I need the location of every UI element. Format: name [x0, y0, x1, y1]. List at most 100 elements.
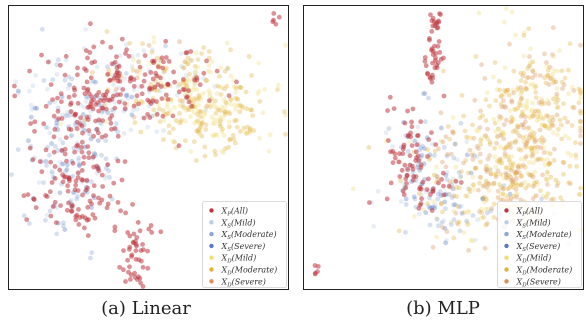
scatter-point: [463, 158, 469, 163]
scatter-point: [504, 165, 510, 171]
scatter-point: [478, 206, 484, 212]
scatter-point: [170, 113, 176, 119]
scatter-point: [441, 145, 447, 150]
scatter-point: [430, 188, 436, 194]
scatter-point: [177, 103, 183, 109]
scatter-point: [92, 215, 98, 221]
scatter-point: [559, 79, 565, 85]
scatter-point: [430, 23, 436, 29]
scatter-point: [513, 107, 519, 113]
scatter-point: [513, 32, 518, 38]
scatter-point: [232, 140, 238, 146]
scatter-point: [73, 178, 79, 184]
scatter-point: [432, 202, 438, 208]
scatter-point: [525, 170, 531, 176]
scatter-point: [96, 195, 101, 201]
scatter-point: [451, 217, 457, 223]
scatter-point: [112, 105, 118, 111]
scatter-point: [161, 59, 166, 65]
scatter-point: [544, 60, 549, 65]
scatter-point: [201, 90, 206, 96]
scatter-point: [541, 157, 547, 163]
scatter-point: [550, 72, 556, 78]
scatter-point: [500, 131, 506, 137]
scatter-point: [60, 179, 66, 185]
scatter-point: [462, 128, 468, 134]
scatter-point: [431, 172, 437, 178]
scatter-point: [151, 58, 157, 64]
scatter-point: [450, 130, 456, 136]
scatter-point: [172, 79, 178, 85]
scatter-point: [522, 164, 528, 170]
scatter-point: [75, 188, 81, 194]
scatter-point: [484, 197, 489, 203]
scatter-point: [497, 117, 502, 123]
scatter-point: [15, 147, 21, 153]
scatter-point: [64, 207, 70, 213]
scatter-point: [111, 180, 117, 186]
scatter-point: [366, 145, 372, 150]
scatter-point: [440, 159, 445, 165]
scatter-point: [100, 184, 105, 189]
scatter-point: [539, 122, 545, 128]
scatter-point: [52, 176, 58, 181]
scatter-point: [409, 143, 415, 149]
scatter-point: [392, 155, 398, 161]
scatter-point: [99, 121, 104, 127]
scatter-point: [215, 117, 221, 123]
scatter-point: [83, 48, 89, 53]
scatter-point: [219, 148, 225, 154]
scatter-point: [396, 228, 402, 234]
scatter-point: [526, 125, 532, 130]
scatter-point: [159, 55, 165, 61]
scatter-point: [58, 62, 63, 68]
scatter-point: [542, 123, 548, 129]
scatter-point: [154, 129, 160, 135]
scatter-point: [118, 208, 123, 214]
scatter-point: [196, 92, 202, 98]
scatter-point: [240, 106, 245, 112]
scatter-point: [521, 135, 526, 141]
scatter-point: [183, 138, 188, 144]
scatter-point: [466, 208, 471, 214]
scatter-point: [451, 235, 457, 241]
scatter-point: [129, 112, 135, 118]
scatter-point: [89, 201, 94, 207]
scatter-point: [140, 284, 146, 289]
scatter-point: [91, 78, 96, 84]
scatter-point: [111, 82, 116, 88]
scatter-point: [256, 88, 262, 94]
scatter-point: [520, 122, 526, 128]
scatter-point: [76, 155, 82, 161]
scatter-point: [210, 101, 216, 107]
scatter-point: [541, 145, 547, 151]
scatter-point: [21, 193, 27, 199]
scatter-point: [12, 93, 18, 99]
scatter-point: [196, 95, 202, 100]
scatter-point: [134, 277, 140, 282]
scatter-point: [51, 113, 57, 119]
scatter-point: [210, 133, 216, 139]
scatter-point: [99, 134, 105, 140]
scatter-point: [500, 186, 506, 192]
scatter-point: [571, 105, 577, 111]
scatter-point: [231, 84, 237, 89]
scatter-point: [237, 109, 243, 115]
scatter-point: [550, 123, 556, 128]
panel-linear: XP(All) XS(Mild) XS(Moderate) XS(Severe) XD(…: [3, 0, 289, 329]
scatter-point: [191, 110, 197, 115]
scatter-point: [438, 12, 443, 17]
scatter-point: [88, 255, 93, 261]
scatter-point: [515, 87, 521, 92]
scatter-point: [484, 210, 490, 216]
scatter-point: [178, 51, 184, 56]
scatter-point: [222, 105, 228, 111]
scatter-point: [205, 68, 211, 74]
scatter-point: [117, 53, 123, 59]
scatter-point: [481, 194, 487, 200]
scatter-point: [513, 172, 518, 177]
scatter-point: [510, 181, 516, 187]
scatter-point: [432, 43, 437, 49]
scatter-point: [512, 127, 518, 133]
scatter-point: [569, 85, 575, 90]
